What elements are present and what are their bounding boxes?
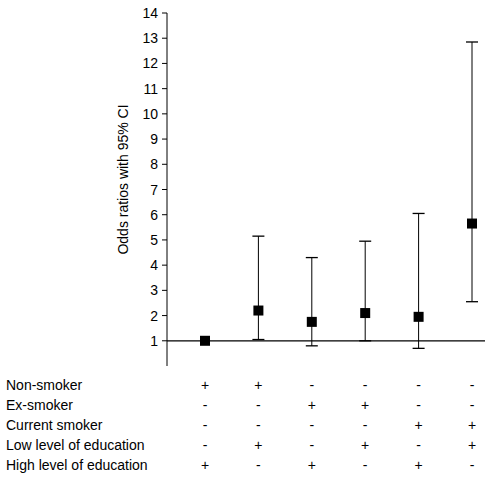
y-tick-label: 1: [150, 333, 158, 349]
indicator: -: [416, 397, 421, 413]
indicator: +: [201, 457, 209, 473]
y-tick-label: 3: [150, 282, 158, 298]
y-tick-label: 7: [150, 182, 158, 198]
y-tick: [162, 38, 167, 39]
row-label: Current smoker: [6, 417, 103, 433]
indicator: +: [254, 437, 262, 453]
error-bar: [466, 42, 478, 302]
y-tick-label: 13: [142, 30, 158, 46]
chart: 1234567891011121314Odds ratios with 95% …: [0, 0, 500, 477]
row-label: Low level of education: [6, 437, 145, 453]
y-axis-label: Odds ratios with 95% CI: [115, 104, 131, 254]
row-label: Non-smoker: [6, 377, 83, 393]
error-bar: [359, 241, 371, 341]
y-tick: [162, 340, 167, 341]
y-tick: [162, 189, 167, 190]
indicator: +: [415, 457, 423, 473]
point: [360, 308, 370, 318]
indicator: -: [470, 397, 475, 413]
indicator: -: [470, 457, 475, 473]
indicator: -: [363, 377, 368, 393]
y-tick: [162, 164, 167, 165]
indicator: -: [203, 397, 208, 413]
indicator: -: [309, 437, 314, 453]
y-tick-label: 4: [150, 257, 158, 273]
indicator: +: [468, 417, 476, 433]
y-tick-label: 10: [142, 106, 158, 122]
y-tick: [162, 290, 167, 291]
point: [307, 317, 317, 327]
indicator: +: [308, 397, 316, 413]
indicator: +: [468, 437, 476, 453]
y-tick: [162, 214, 167, 215]
point: [200, 336, 210, 346]
indicator: +: [254, 377, 262, 393]
point: [414, 312, 424, 322]
error-bar: [306, 258, 318, 346]
y-tick-label: 12: [142, 55, 158, 71]
indicator: -: [363, 417, 368, 433]
y-tick: [162, 63, 167, 64]
error-bar: [252, 236, 264, 339]
indicator: -: [416, 437, 421, 453]
plot-marks: [200, 42, 478, 348]
error-bar: [413, 213, 425, 348]
row-label: High level of education: [6, 457, 148, 473]
point: [253, 306, 263, 316]
reference-line: [167, 340, 485, 341]
y-tick: [162, 139, 167, 140]
y-tick: [162, 13, 167, 14]
indicator: -: [309, 377, 314, 393]
y-tick-label: 8: [150, 156, 158, 172]
y-tick-label: 6: [150, 207, 158, 223]
indicator: -: [363, 457, 368, 473]
indicator: +: [415, 417, 423, 433]
indicator: -: [203, 437, 208, 453]
y-tick-label: 2: [150, 308, 158, 324]
indicator: -: [470, 377, 475, 393]
y-tick-label: 11: [143, 81, 158, 97]
indicator: -: [256, 417, 261, 433]
indicator: +: [361, 397, 369, 413]
indicator: -: [309, 417, 314, 433]
y-tick-label: 5: [150, 232, 158, 248]
y-tick: [162, 88, 167, 89]
y-tick: [162, 265, 167, 266]
row-label: Ex-smoker: [6, 397, 73, 413]
indicator: +: [308, 457, 316, 473]
y-tick: [162, 239, 167, 240]
y-tick: [162, 315, 167, 316]
indicator: -: [256, 457, 261, 473]
point: [467, 219, 477, 229]
y-tick-label: 14: [142, 5, 158, 21]
y-tick: [162, 113, 167, 114]
y-tick-label: 9: [150, 131, 158, 147]
indicator: -: [256, 397, 261, 413]
indicator: -: [416, 377, 421, 393]
indicator: -: [203, 417, 208, 433]
indicator: +: [361, 437, 369, 453]
indicator: +: [201, 377, 209, 393]
